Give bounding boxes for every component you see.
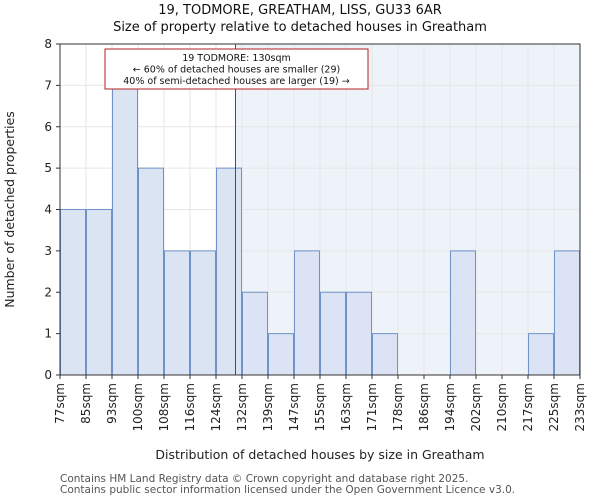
x-tick-label: 202sqm [469, 383, 483, 431]
y-tick-label: 6 [44, 120, 52, 134]
x-tick-label: 116sqm [183, 383, 197, 431]
histogram-bar [112, 84, 138, 376]
histogram-bar [268, 333, 294, 376]
y-axis-title: Number of detached properties [2, 111, 17, 308]
annotation-line-1: 19 TODMORE: 130sqm [182, 53, 291, 64]
x-tick-label: 155sqm [313, 383, 327, 431]
x-tick-label: 233sqm [573, 383, 587, 431]
x-tick-label: 93sqm [105, 383, 119, 424]
histogram-bar [86, 209, 112, 376]
x-axis-title: Distribution of detached houses by size … [155, 447, 484, 462]
x-tick-label: 77sqm [53, 383, 67, 424]
histogram-bar [372, 333, 398, 376]
histogram-bar [242, 291, 268, 376]
annotation-line-3: 40% of semi-detached houses are larger (… [123, 76, 350, 87]
histogram-bar [294, 250, 320, 376]
chart-title-line2: Size of property relative to detached ho… [113, 20, 487, 35]
x-tick-label: 163sqm [339, 383, 353, 431]
y-tick-label: 4 [44, 203, 52, 217]
footer-licence: Contains public sector information licen… [60, 484, 516, 496]
annotation-box [104, 48, 369, 90]
histogram-bar [528, 333, 554, 376]
y-tick-label: 2 [44, 285, 52, 299]
x-tick-label: 186sqm [417, 383, 431, 431]
x-tick-label: 139sqm [261, 383, 275, 431]
x-tick-label: 132sqm [235, 383, 249, 431]
x-tick-label: 85sqm [79, 383, 93, 424]
x-tick-label: 178sqm [391, 383, 405, 431]
x-tick-label: 124sqm [209, 383, 223, 431]
chart-title-line1: 19, TODMORE, GREATHAM, LISS, GU33 6AR [158, 3, 442, 18]
footer-copyright: Contains HM Land Registry data © Crown c… [60, 473, 469, 485]
y-tick-label: 0 [44, 368, 52, 382]
x-tick-label: 100sqm [131, 383, 145, 431]
histogram-bar [554, 250, 580, 376]
x-tick-label: 108sqm [157, 383, 171, 431]
x-tick-label: 210sqm [495, 383, 509, 431]
histogram-bar [138, 167, 164, 376]
y-tick-label: 3 [44, 244, 52, 258]
x-tick-label: 217sqm [521, 383, 535, 431]
x-tick-label: 147sqm [287, 383, 301, 431]
y-tick-label: 8 [44, 37, 52, 51]
histogram-bar [216, 167, 242, 376]
histogram-bar [346, 291, 372, 376]
x-tick-label: 171sqm [365, 383, 379, 431]
x-tick-label: 225sqm [547, 383, 561, 431]
annotation-line-2: ← 60% of detached houses are smaller (29… [133, 65, 340, 76]
x-tick-label: 194sqm [443, 383, 457, 431]
histogram-bar [190, 250, 216, 376]
y-tick-label: 5 [44, 161, 52, 175]
histogram-bar [60, 209, 86, 376]
histogram-bar [450, 250, 476, 376]
histogram-bar [164, 250, 190, 376]
histogram-bar [320, 291, 346, 376]
y-tick-label: 7 [44, 78, 52, 92]
y-tick-label: 1 [44, 327, 52, 341]
